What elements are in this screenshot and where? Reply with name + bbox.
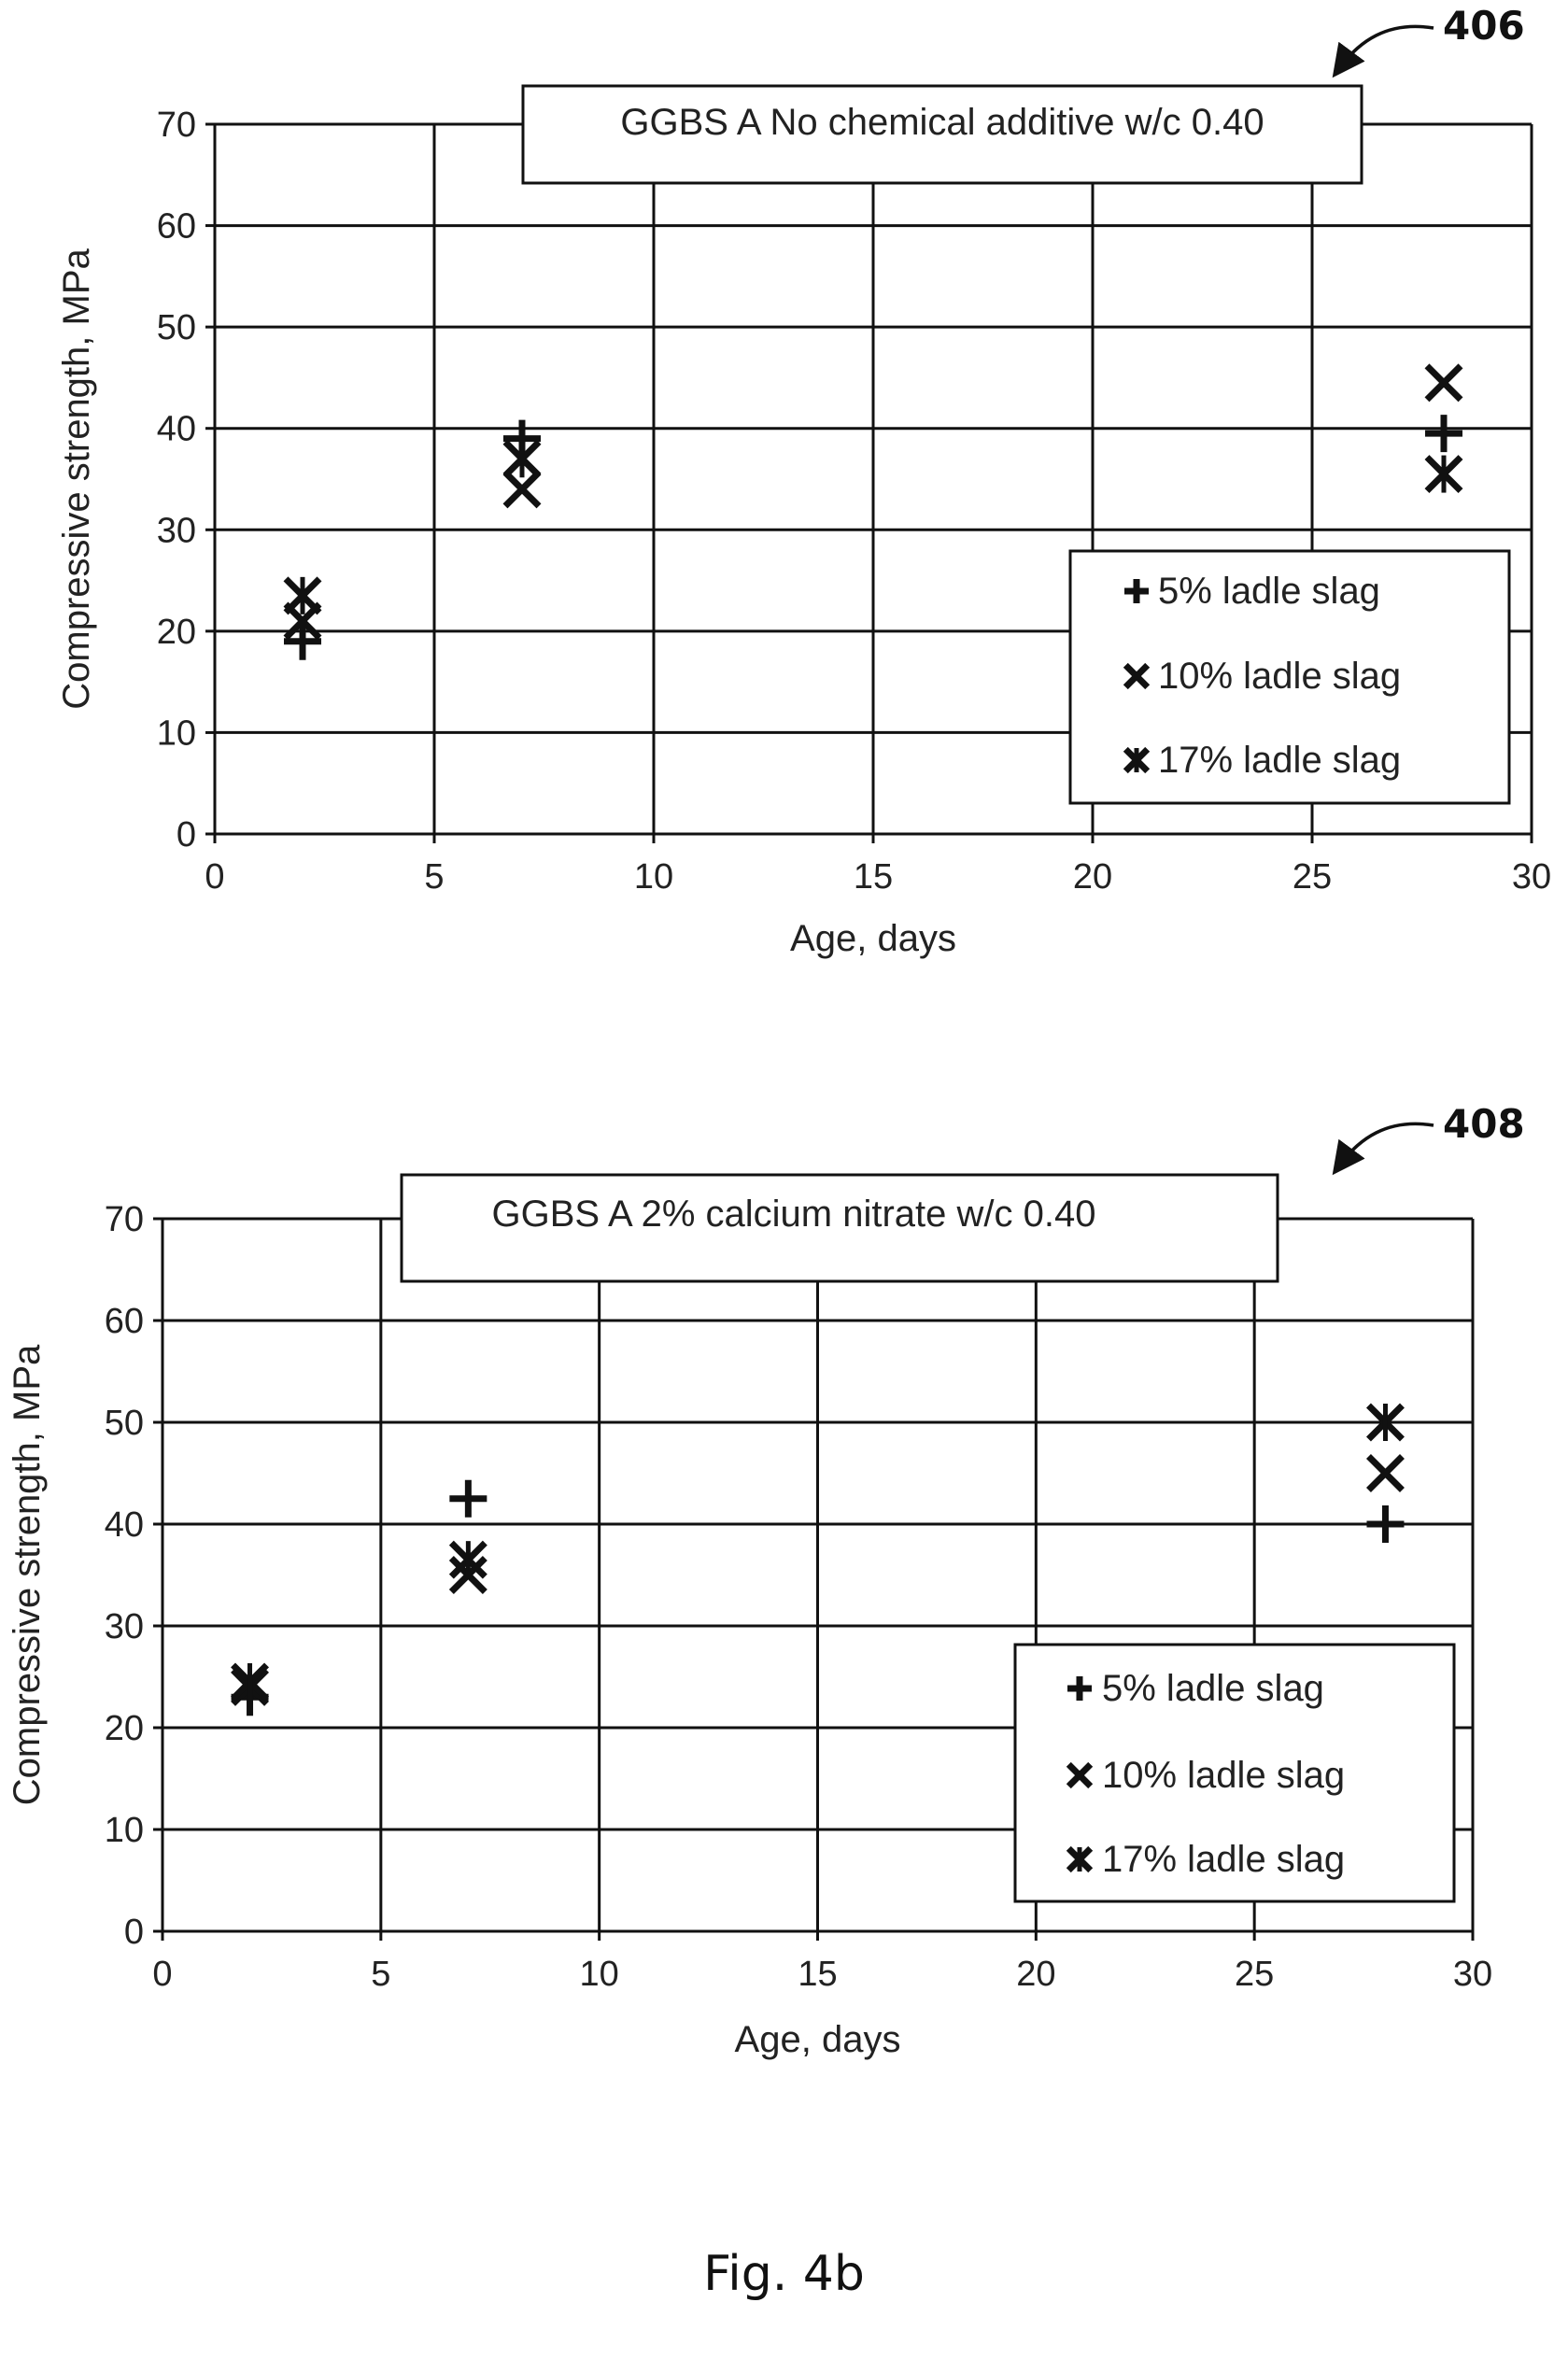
data-point	[1365, 1403, 1405, 1442]
x-tick-label: 0	[152, 1955, 172, 1994]
series-star	[283, 439, 1463, 615]
y-tick-label: 60	[105, 1302, 144, 1341]
data-point	[448, 1540, 487, 1579]
chart-title: GGBS A No chemical additive w/c 0.40	[620, 102, 1264, 143]
data-point	[231, 1662, 270, 1702]
x-tick-label: 10	[634, 857, 673, 897]
y-tick-label: 40	[157, 410, 196, 449]
legend-label: 17% ladle slag	[1158, 740, 1401, 781]
x-tick-label: 30	[1512, 857, 1551, 897]
y-tick-label: 50	[157, 308, 196, 347]
legend-marker-cross	[1123, 662, 1151, 690]
data-point	[449, 1479, 487, 1518]
legend-label: 10% ladle slag	[1102, 1755, 1345, 1796]
data-point	[1366, 1505, 1405, 1543]
y-tick-label: 50	[105, 1404, 144, 1443]
y-tick-label: 20	[105, 1709, 144, 1748]
chart-title-box	[400, 1173, 1279, 1283]
data-point	[502, 439, 542, 478]
legend-marker-plus	[1067, 1676, 1092, 1701]
legend-marker-cross	[1066, 1761, 1094, 1789]
y-axis-label: Compressive strength, MPa	[7, 1344, 48, 1805]
x-axis-label: Age, days	[790, 918, 956, 959]
legend-label: 5% ladle slag	[1158, 571, 1380, 612]
legend: 5% ladle slag 10% ladle slag 17% ladle sla…	[1068, 549, 1511, 805]
chart-1: 0 5 10 15 20 25 30 0 10 20 30 40 50 60 70 Age, days Comp…	[56, 3, 1551, 959]
data-point	[284, 622, 321, 660]
reference-arrow	[1332, 1122, 1434, 1176]
x-tick-label: 5	[424, 857, 444, 897]
x-tick-label: 25	[1293, 857, 1332, 897]
data-point	[1424, 363, 1463, 403]
legend-marker-star	[1066, 1845, 1094, 1873]
y-axis-label: Compressive strength, MPa	[56, 247, 97, 709]
legend-marker-star	[1123, 746, 1151, 774]
y-tick-label: 40	[105, 1505, 144, 1545]
series-star	[231, 1403, 1405, 1702]
x-tick-label: 20	[1073, 857, 1112, 897]
y-tick-label: 0	[124, 1913, 144, 1952]
data-point	[502, 470, 542, 509]
legend-label: 17% ladle slag	[1102, 1839, 1345, 1880]
y-tick-label: 60	[157, 207, 196, 247]
y-tick-label: 10	[157, 713, 196, 753]
reference-numeral: 406	[1332, 3, 1525, 78]
y-tick-label: 30	[157, 511, 196, 550]
data-point	[1424, 455, 1463, 494]
x-axis-label: Age, days	[735, 2019, 901, 2060]
legend-label: 5% ladle slag	[1102, 1668, 1324, 1709]
reference-numeral: 408	[1332, 1101, 1525, 1176]
chart-title-box	[521, 84, 1363, 185]
chart-title: GGBS A 2% calcium nitrate w/c 0.40	[492, 1194, 1096, 1235]
x-tick-label: 0	[205, 857, 224, 897]
reference-arrow	[1332, 24, 1434, 78]
data-point	[1425, 415, 1462, 453]
x-tick-label: 15	[798, 1955, 837, 1994]
series-plus	[284, 415, 1462, 660]
x-tick-label: 25	[1235, 1955, 1274, 1994]
y-tick-label: 30	[105, 1607, 144, 1646]
x-tick-label: 15	[854, 857, 893, 897]
x-tick-label: 5	[371, 1955, 390, 1994]
x-tick-label: 10	[580, 1955, 619, 1994]
y-tick-label: 20	[157, 613, 196, 652]
legend: 5% ladle slag 10% ladle slag 17% ladle sla…	[1013, 1643, 1456, 1903]
legend-label: 10% ladle slag	[1158, 656, 1401, 697]
y-tick-label: 10	[105, 1811, 144, 1850]
y-tick-label: 70	[157, 106, 196, 145]
figure-caption: Fig. 4b	[703, 2246, 865, 2302]
legend-marker-plus	[1124, 579, 1149, 603]
y-tick-label: 70	[105, 1200, 144, 1239]
chart-2: 0 5 10 15 20 25 30 0 10 20 30 40 50 60 70 Age, days Comp…	[7, 1101, 1525, 2060]
reference-label: 406	[1443, 3, 1525, 49]
y-tick-label: 0	[177, 815, 196, 855]
data-point	[283, 576, 322, 615]
x-tick-label: 20	[1016, 1955, 1055, 1994]
data-point	[1365, 1454, 1405, 1492]
reference-label: 408	[1443, 1101, 1525, 1147]
x-tick-label: 30	[1453, 1955, 1492, 1994]
